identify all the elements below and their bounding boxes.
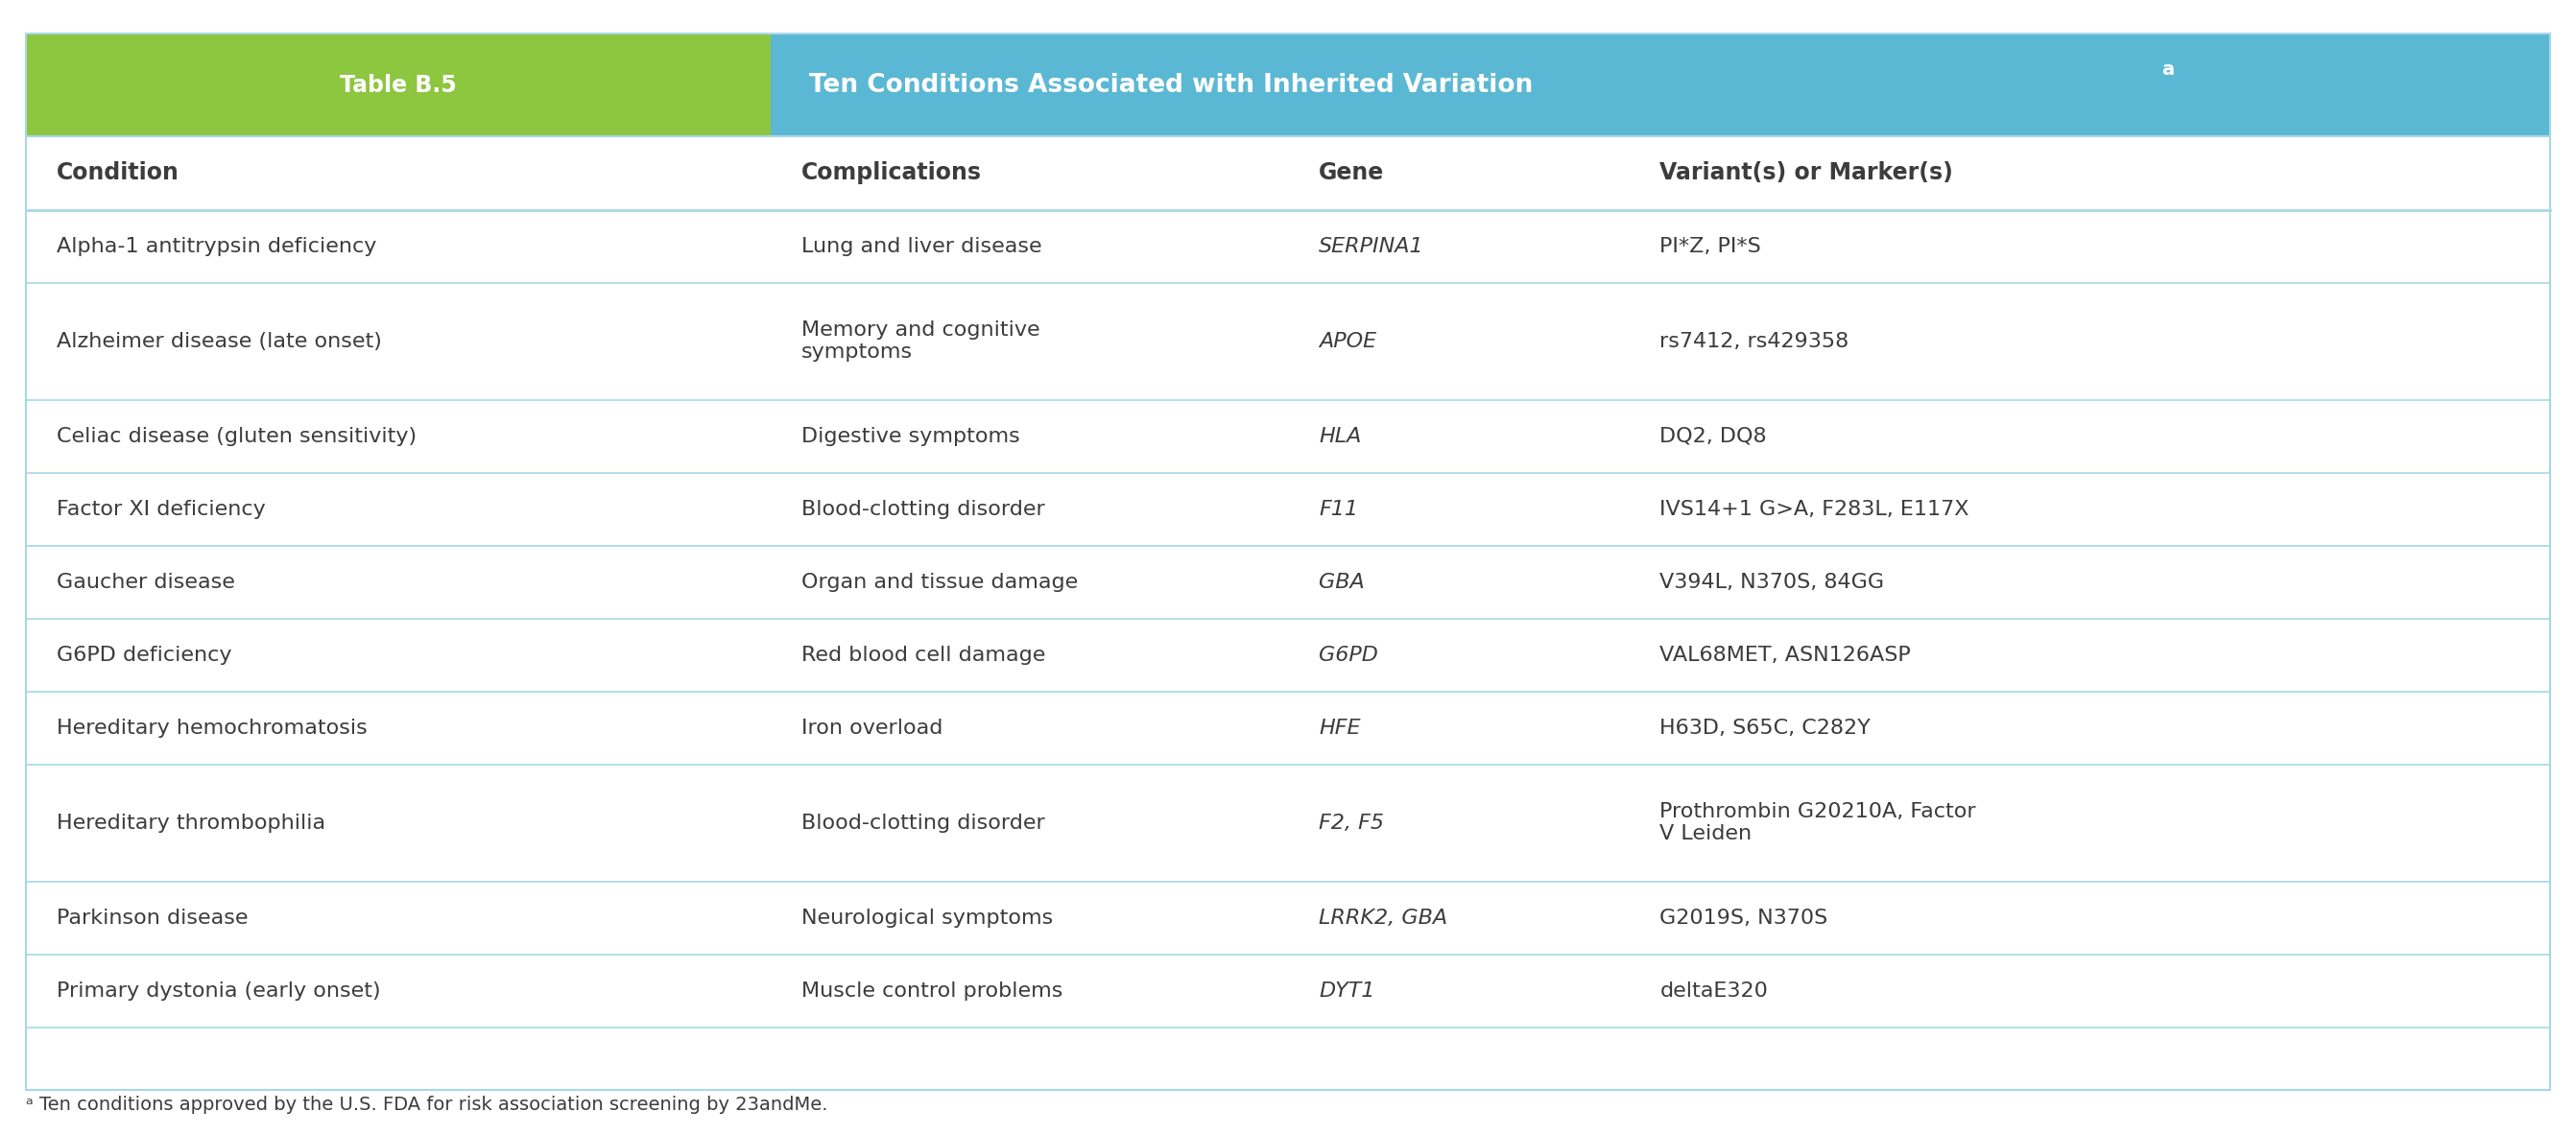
- Text: Celiac disease (gluten sensitivity): Celiac disease (gluten sensitivity): [57, 427, 417, 446]
- Text: LRRK2, GBA: LRRK2, GBA: [1319, 908, 1448, 927]
- Text: Parkinson disease: Parkinson disease: [57, 908, 247, 927]
- Text: HFE: HFE: [1319, 718, 1360, 738]
- Text: Alzheimer disease (late onset): Alzheimer disease (late onset): [57, 331, 381, 351]
- Text: H63D, S65C, C282Y: H63D, S65C, C282Y: [1659, 718, 1870, 738]
- Text: a: a: [2161, 60, 2174, 79]
- Text: F2, F5: F2, F5: [1319, 814, 1383, 832]
- Text: Condition: Condition: [57, 161, 180, 185]
- FancyBboxPatch shape: [26, 34, 770, 136]
- Text: DYT1: DYT1: [1319, 981, 1376, 1000]
- Text: PI*Z, PI*S: PI*Z, PI*S: [1659, 237, 1762, 257]
- Text: Factor XI deficiency: Factor XI deficiency: [57, 499, 265, 519]
- FancyBboxPatch shape: [26, 34, 2550, 136]
- Text: Organ and tissue damage: Organ and tissue damage: [801, 572, 1077, 591]
- Text: Hereditary thrombophilia: Hereditary thrombophilia: [57, 814, 325, 832]
- Text: APOE: APOE: [1319, 331, 1376, 351]
- Text: G6PD deficiency: G6PD deficiency: [57, 646, 232, 665]
- Text: Memory and cognitive
symptoms: Memory and cognitive symptoms: [801, 320, 1041, 362]
- Text: Primary dystonia (early onset): Primary dystonia (early onset): [57, 981, 381, 1000]
- Text: Blood-clotting disorder: Blood-clotting disorder: [801, 499, 1046, 519]
- Text: Blood-clotting disorder: Blood-clotting disorder: [801, 814, 1046, 832]
- Text: Neurological symptoms: Neurological symptoms: [801, 908, 1054, 927]
- Text: G2019S, N370S: G2019S, N370S: [1659, 908, 1829, 927]
- Text: Iron overload: Iron overload: [801, 718, 943, 738]
- Text: rs7412, rs429358: rs7412, rs429358: [1659, 331, 1850, 351]
- Text: Digestive symptoms: Digestive symptoms: [801, 427, 1020, 446]
- Text: Gaucher disease: Gaucher disease: [57, 572, 234, 591]
- Text: Hereditary hemochromatosis: Hereditary hemochromatosis: [57, 718, 368, 738]
- Text: Prothrombin G20210A, Factor
V Leiden: Prothrombin G20210A, Factor V Leiden: [1659, 802, 1976, 843]
- Text: VAL68MET, ASN126ASP: VAL68MET, ASN126ASP: [1659, 646, 1911, 665]
- Text: DQ2, DQ8: DQ2, DQ8: [1659, 427, 1767, 446]
- Text: deltaE320: deltaE320: [1659, 981, 1767, 1000]
- Text: Muscle control problems: Muscle control problems: [801, 981, 1064, 1000]
- Text: G6PD: G6PD: [1319, 646, 1378, 665]
- Text: SERPINA1: SERPINA1: [1319, 237, 1425, 257]
- Text: IVS14+1 G>A, F283L, E117X: IVS14+1 G>A, F283L, E117X: [1659, 499, 1968, 519]
- Text: F11: F11: [1319, 499, 1358, 519]
- Text: GBA: GBA: [1319, 572, 1365, 591]
- Text: Lung and liver disease: Lung and liver disease: [801, 237, 1041, 257]
- Text: ᵃ Ten conditions approved by the U.S. FDA for risk association screening by 23an: ᵃ Ten conditions approved by the U.S. FD…: [26, 1095, 827, 1113]
- Text: V394L, N370S, 84GG: V394L, N370S, 84GG: [1659, 572, 1886, 591]
- Text: Alpha-1 antitrypsin deficiency: Alpha-1 antitrypsin deficiency: [57, 237, 376, 257]
- Text: HLA: HLA: [1319, 427, 1363, 446]
- Text: Red blood cell damage: Red blood cell damage: [801, 646, 1046, 665]
- Text: Ten Conditions Associated with Inherited Variation: Ten Conditions Associated with Inherited…: [809, 73, 1533, 98]
- FancyBboxPatch shape: [26, 136, 2550, 1090]
- Text: Gene: Gene: [1319, 161, 1383, 185]
- Text: Table B.5: Table B.5: [340, 74, 456, 96]
- Text: Variant(s) or Marker(s): Variant(s) or Marker(s): [1659, 161, 1953, 185]
- Text: Complications: Complications: [801, 161, 981, 185]
